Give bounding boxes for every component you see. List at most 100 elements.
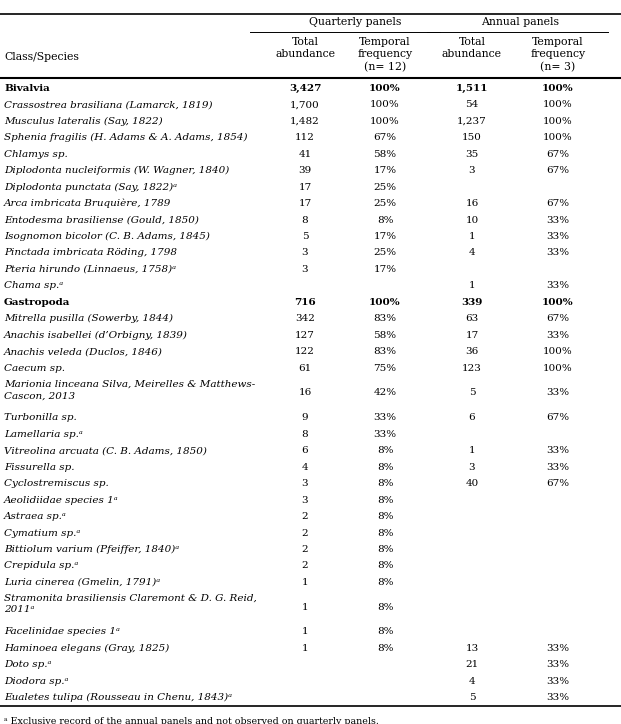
- Text: Quarterly panels: Quarterly panels: [309, 17, 401, 27]
- Text: Cymatium sp.ᵃ: Cymatium sp.ᵃ: [4, 529, 80, 537]
- Text: Diplodonta punctata (Say, 1822)ᵃ: Diplodonta punctata (Say, 1822)ᵃ: [4, 182, 177, 192]
- Text: 33%: 33%: [546, 248, 569, 258]
- Text: 6: 6: [469, 413, 475, 422]
- Text: Luria cinerea (Gmelin, 1791)ᵃ: Luria cinerea (Gmelin, 1791)ᵃ: [4, 578, 160, 587]
- Text: 8%: 8%: [377, 446, 393, 455]
- Text: 8%: 8%: [377, 602, 393, 612]
- Text: 58%: 58%: [373, 331, 397, 340]
- Text: Fissurella sp.: Fissurella sp.: [4, 463, 75, 471]
- Text: 3: 3: [469, 463, 475, 471]
- Text: 25%: 25%: [373, 248, 397, 258]
- Text: Crassostrea brasiliana (Lamarck, 1819): Crassostrea brasiliana (Lamarck, 1819): [4, 100, 212, 109]
- Text: 100%: 100%: [369, 298, 401, 307]
- Text: Vitreolina arcuata (C. B. Adams, 1850): Vitreolina arcuata (C. B. Adams, 1850): [4, 446, 207, 455]
- Text: Stramonita brasiliensis Claremont & D. G. Reid,
2011ᵃ: Stramonita brasiliensis Claremont & D. G…: [4, 594, 256, 615]
- Text: Doto sp.ᵃ: Doto sp.ᵃ: [4, 660, 52, 669]
- Text: 4: 4: [469, 677, 475, 686]
- Text: 8: 8: [302, 429, 308, 439]
- Text: 83%: 83%: [373, 314, 397, 324]
- Text: 3: 3: [302, 479, 308, 488]
- Text: Crepidula sp.ᵃ: Crepidula sp.ᵃ: [4, 562, 78, 571]
- Text: 1,482: 1,482: [290, 117, 320, 126]
- Text: Cyclostremiscus sp.: Cyclostremiscus sp.: [4, 479, 109, 488]
- Text: 13: 13: [465, 644, 479, 653]
- Text: 9: 9: [302, 413, 308, 422]
- Text: Facelinidae species 1ᵃ: Facelinidae species 1ᵃ: [4, 628, 120, 636]
- Text: 33%: 33%: [546, 216, 569, 224]
- Text: 41: 41: [298, 150, 312, 159]
- Text: 67%: 67%: [546, 150, 569, 159]
- Text: 1,237: 1,237: [457, 117, 487, 126]
- Text: 75%: 75%: [373, 363, 397, 373]
- Text: 2: 2: [302, 562, 308, 571]
- Text: Anachis veleda (Duclos, 1846): Anachis veleda (Duclos, 1846): [4, 348, 163, 356]
- Text: 16: 16: [465, 199, 479, 208]
- Text: 100%: 100%: [370, 117, 400, 126]
- Text: 8%: 8%: [377, 463, 393, 471]
- Text: 33%: 33%: [546, 232, 569, 241]
- Text: Caecum sp.: Caecum sp.: [4, 363, 65, 373]
- Text: Mitrella pusilla (Sowerby, 1844): Mitrella pusilla (Sowerby, 1844): [4, 314, 173, 324]
- Text: 8%: 8%: [377, 578, 393, 587]
- Text: 35: 35: [465, 150, 479, 159]
- Text: 339: 339: [461, 298, 483, 307]
- Text: Anachis isabellei (d’Orbigny, 1839): Anachis isabellei (d’Orbigny, 1839): [4, 331, 188, 340]
- Text: 5: 5: [302, 232, 308, 241]
- Text: 3: 3: [302, 248, 308, 258]
- Text: 1: 1: [302, 644, 308, 653]
- Text: 3: 3: [469, 166, 475, 175]
- Text: 61: 61: [298, 363, 312, 373]
- Text: 1: 1: [302, 578, 308, 587]
- Text: Total
abundance: Total abundance: [275, 37, 335, 59]
- Text: 33%: 33%: [546, 446, 569, 455]
- Text: 4: 4: [302, 463, 308, 471]
- Text: Diodora sp.ᵃ: Diodora sp.ᵃ: [4, 677, 68, 686]
- Text: 123: 123: [462, 363, 482, 373]
- Text: Eualetes tulipa (Rousseau in Chenu, 1843)ᵃ: Eualetes tulipa (Rousseau in Chenu, 1843…: [4, 693, 232, 702]
- Text: 3: 3: [302, 496, 308, 505]
- Text: Musculus lateralis (Say, 1822): Musculus lateralis (Say, 1822): [4, 117, 163, 126]
- Text: 25%: 25%: [373, 182, 397, 192]
- Text: 1,700: 1,700: [290, 100, 320, 109]
- Text: Aeolidiidae species 1ᵃ: Aeolidiidae species 1ᵃ: [4, 496, 119, 505]
- Text: 8%: 8%: [377, 545, 393, 554]
- Text: 100%: 100%: [543, 133, 573, 142]
- Text: 67%: 67%: [373, 133, 397, 142]
- Text: 33%: 33%: [546, 694, 569, 702]
- Text: 8%: 8%: [377, 529, 393, 537]
- Text: 17%: 17%: [373, 265, 397, 274]
- Text: 33%: 33%: [373, 413, 397, 422]
- Text: Pinctada imbricata Röding, 1798: Pinctada imbricata Röding, 1798: [4, 248, 177, 258]
- Text: 17%: 17%: [373, 232, 397, 241]
- Text: 54: 54: [465, 100, 479, 109]
- Text: Class/Species: Class/Species: [4, 51, 79, 62]
- Text: 1: 1: [302, 602, 308, 612]
- Text: 716: 716: [294, 298, 316, 307]
- Text: 5: 5: [469, 389, 475, 397]
- Text: Annual panels: Annual panels: [481, 17, 559, 27]
- Text: Arca imbricata Bruquière, 1789: Arca imbricata Bruquière, 1789: [4, 199, 171, 209]
- Text: 67%: 67%: [546, 479, 569, 488]
- Text: 8%: 8%: [377, 628, 393, 636]
- Text: Astraea sp.ᵃ: Astraea sp.ᵃ: [4, 512, 66, 521]
- Text: Isognomon bicolor (C. B. Adams, 1845): Isognomon bicolor (C. B. Adams, 1845): [4, 232, 210, 241]
- Text: 36: 36: [465, 348, 479, 356]
- Text: 3,427: 3,427: [289, 84, 321, 93]
- Text: 17: 17: [465, 331, 479, 340]
- Text: 33%: 33%: [546, 660, 569, 669]
- Text: 17: 17: [298, 182, 312, 192]
- Text: 1: 1: [302, 628, 308, 636]
- Text: 1: 1: [469, 282, 475, 290]
- Text: 8%: 8%: [377, 644, 393, 653]
- Text: 2: 2: [302, 512, 308, 521]
- Text: Temporal
frequency
(n= 3): Temporal frequency (n= 3): [530, 37, 586, 72]
- Text: Entodesma brasiliense (Gould, 1850): Entodesma brasiliense (Gould, 1850): [4, 216, 199, 224]
- Text: 100%: 100%: [543, 363, 573, 373]
- Text: ᵃ Exclusive record of the annual panels and not observed on quarterly panels.: ᵃ Exclusive record of the annual panels …: [4, 717, 379, 724]
- Text: Temporal
frequency
(n= 12): Temporal frequency (n= 12): [358, 37, 412, 72]
- Text: 100%: 100%: [543, 117, 573, 126]
- Text: 67%: 67%: [546, 413, 569, 422]
- Text: Gastropoda: Gastropoda: [4, 298, 70, 307]
- Text: 8%: 8%: [377, 216, 393, 224]
- Text: 33%: 33%: [546, 677, 569, 686]
